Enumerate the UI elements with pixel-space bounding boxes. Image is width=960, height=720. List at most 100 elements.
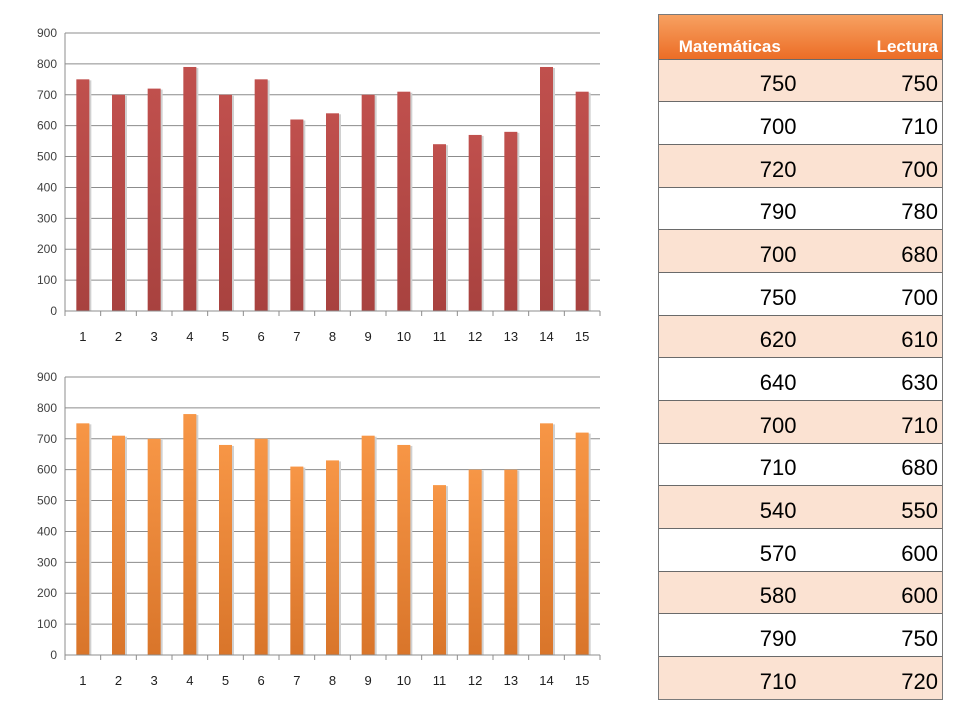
y-tick-label: 300 [37, 555, 57, 569]
table-row: 720 700 [659, 144, 942, 188]
table-row: 710 720 [659, 656, 942, 700]
cell-matematicas: 620 [659, 315, 801, 358]
bar [361, 94, 375, 312]
bar [254, 79, 268, 311]
y-tick-label: 100 [37, 273, 57, 287]
x-tick-label: 9 [365, 673, 372, 688]
y-tick-label: 600 [37, 119, 57, 133]
table-row: 700 680 [659, 229, 942, 273]
bar [290, 466, 304, 655]
x-tick-label: 11 [433, 329, 447, 344]
cell-lectura: 700 [800, 144, 942, 188]
x-tick-label: 8 [329, 329, 336, 344]
x-tick-label: 12 [468, 673, 482, 688]
table-row: 790 780 [659, 187, 942, 230]
table-row: 540 550 [659, 485, 942, 529]
x-tick-label: 15 [575, 673, 589, 688]
y-tick-label: 900 [37, 370, 57, 384]
y-tick-label: 700 [37, 432, 57, 446]
bar [147, 438, 161, 655]
table-row: 790 750 [659, 613, 942, 657]
table-row: 750 700 [659, 272, 942, 316]
y-tick-label: 900 [37, 26, 57, 40]
bar [76, 79, 90, 311]
x-tick-label: 6 [258, 673, 265, 688]
bar [504, 131, 518, 311]
bar [540, 423, 553, 655]
y-tick-label: 800 [37, 57, 57, 71]
y-tick-label: 700 [37, 88, 57, 102]
cell-matematicas: 540 [659, 485, 801, 529]
x-tick-label: 6 [258, 329, 265, 344]
x-tick-label: 1 [79, 673, 86, 688]
table-row: 700 710 [659, 400, 942, 444]
x-tick-label: 12 [468, 329, 482, 344]
bar [76, 423, 90, 655]
cell-lectura: 550 [800, 485, 942, 529]
x-tick-label: 10 [397, 329, 411, 344]
y-tick-label: 200 [37, 242, 57, 256]
y-tick-label: 0 [50, 648, 57, 662]
x-tick-label: 7 [293, 673, 300, 688]
table-row: 570 600 [659, 528, 942, 572]
bar [397, 91, 411, 311]
cell-matematicas: 640 [659, 357, 801, 401]
bar [575, 91, 589, 311]
bar [147, 88, 161, 311]
cell-lectura: 750 [800, 59, 942, 102]
bar [326, 460, 339, 655]
bar [468, 469, 482, 655]
x-tick-label: 3 [151, 329, 158, 344]
cell-matematicas: 750 [659, 272, 801, 316]
x-tick-label: 2 [115, 329, 122, 344]
bar [290, 119, 304, 311]
bar [468, 134, 482, 311]
x-tick-label: 5 [222, 329, 229, 344]
cell-matematicas: 710 [659, 656, 801, 700]
x-tick-label: 14 [539, 673, 553, 688]
cell-matematicas: 580 [659, 571, 801, 614]
y-tick-label: 300 [37, 211, 57, 225]
bar [361, 435, 375, 655]
y-tick-label: 100 [37, 617, 57, 631]
x-tick-label: 9 [365, 329, 372, 344]
bar [433, 485, 446, 655]
cell-lectura: 630 [800, 357, 942, 401]
y-tick-label: 0 [50, 304, 57, 318]
cell-lectura: 680 [800, 229, 942, 273]
cell-matematicas: 790 [659, 187, 801, 230]
x-tick-label: 7 [293, 329, 300, 344]
cell-lectura: 710 [800, 101, 942, 145]
bar [112, 435, 125, 655]
bar [575, 432, 589, 655]
bar [183, 66, 197, 311]
cell-lectura: 610 [800, 315, 942, 358]
x-tick-label: 4 [186, 673, 193, 688]
x-tick-label: 5 [222, 673, 229, 688]
x-tick-label: 10 [397, 673, 411, 688]
bar [254, 438, 268, 655]
y-tick-label: 800 [37, 401, 57, 415]
bar [504, 469, 518, 655]
bar [433, 144, 446, 311]
y-tick-label: 200 [37, 586, 57, 600]
bar [219, 444, 232, 655]
scores-table: Matemáticas Lectura 750 750 700 710 720 700 79… [658, 14, 943, 701]
cell-lectura: 700 [800, 272, 942, 316]
x-tick-label: 15 [575, 329, 589, 344]
x-tick-label: 1 [79, 329, 86, 344]
bar [183, 414, 197, 655]
cell-lectura: 600 [800, 528, 942, 572]
x-tick-label: 13 [504, 673, 518, 688]
table-row: 620 610 [659, 315, 942, 358]
table-row: 640 630 [659, 357, 942, 401]
bar [397, 444, 411, 655]
table-row: 700 710 [659, 101, 942, 145]
table-row: 710 680 [659, 443, 942, 486]
x-tick-label: 14 [539, 329, 553, 344]
bar [219, 94, 232, 312]
header-matematicas: Matemáticas [659, 15, 801, 59]
cell-matematicas: 720 [659, 144, 801, 188]
